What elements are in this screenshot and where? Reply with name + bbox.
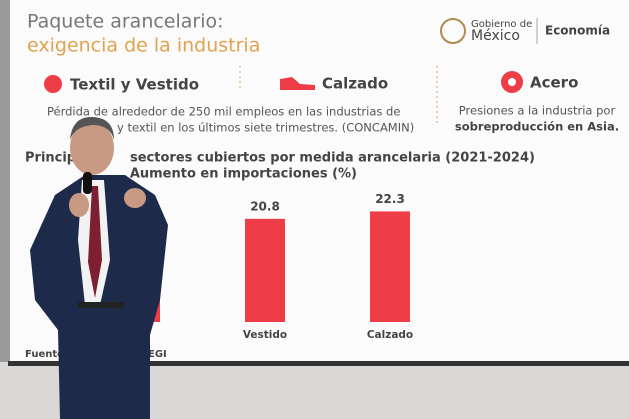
screen-bezel (8, 361, 629, 366)
hand (124, 188, 146, 208)
gov-line1: Gobierno de (471, 19, 532, 30)
section-text: sobreproducción en Asia. (455, 120, 619, 134)
section-text: Pérdida de alrededor de 250 mil empleos … (47, 105, 400, 119)
section-heading: Textil y Vestido (70, 76, 199, 94)
belt (78, 302, 124, 308)
microphone (83, 172, 92, 194)
gear-hole (508, 78, 516, 86)
yarn-icon (44, 75, 62, 93)
slide-subtitle: exigencia de la industria (27, 35, 260, 57)
value-label: 20.8 (250, 199, 280, 213)
slide-edge (0, 0, 10, 362)
section-text: Presiones a la industria por (459, 104, 616, 118)
value-label: 22.3 (375, 192, 405, 206)
section-heading: Calzado (322, 75, 388, 93)
chart-subtitle: Aumento en importaciones (%) (130, 167, 357, 182)
chart-title: sectores cubiertos por medida arancelari… (130, 151, 535, 166)
hand (69, 193, 89, 217)
bar (370, 211, 410, 322)
section-text: y textil en los últimos siete trimestres… (117, 121, 414, 135)
source: EGI (148, 349, 167, 360)
tie (88, 186, 102, 298)
shoe-icon (280, 77, 315, 90)
source: Fuente (25, 349, 64, 360)
x-tick-label: Calzado (367, 329, 413, 341)
head (70, 121, 114, 175)
slide-title: Paquete arancelario: (27, 11, 224, 33)
gov-line2: México (471, 28, 520, 44)
chart-title-prefix: Princip (25, 151, 76, 166)
section-heading: Acero (530, 74, 578, 92)
hair (70, 116, 114, 140)
ministry: Economía (545, 24, 610, 38)
x-tick-label: Vestido (243, 329, 287, 341)
presenter (30, 116, 168, 419)
coat-of-arms (440, 18, 466, 44)
bar (245, 218, 285, 322)
